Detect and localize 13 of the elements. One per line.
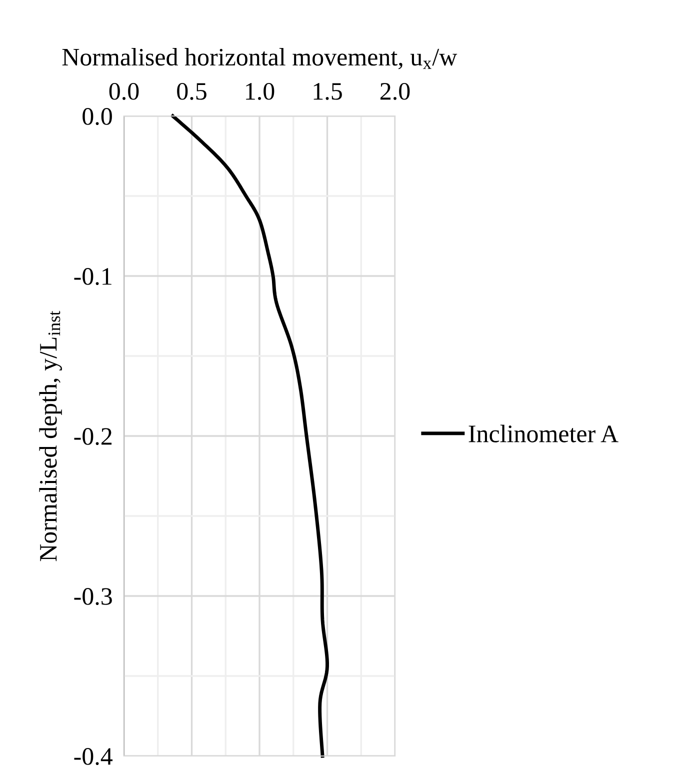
y-tick-label: 0.0 bbox=[82, 108, 112, 126]
y-axis-title: Normalised depth, y/L$_{inst}$ bbox=[39, 310, 62, 562]
legend-label: Inclinometer A bbox=[468, 424, 618, 442]
x-tick-label: 1.5 bbox=[314, 83, 342, 100]
x-tick-label: 0.5 bbox=[177, 82, 206, 100]
x-tick-label: 0.0 bbox=[109, 82, 139, 100]
y-tick-label: -0.2 bbox=[74, 428, 112, 446]
y-tick-label: -0.4 bbox=[74, 748, 112, 766]
y-tick-label: -0.1 bbox=[74, 268, 112, 286]
y-tick-label: -0.3 bbox=[74, 588, 112, 606]
x-axis-title: Normalised horizontal movement, u$_{x}$/w bbox=[62, 48, 458, 70]
x-tick-label: 2.0 bbox=[380, 82, 410, 100]
x-tick-label: 1.0 bbox=[246, 82, 274, 100]
